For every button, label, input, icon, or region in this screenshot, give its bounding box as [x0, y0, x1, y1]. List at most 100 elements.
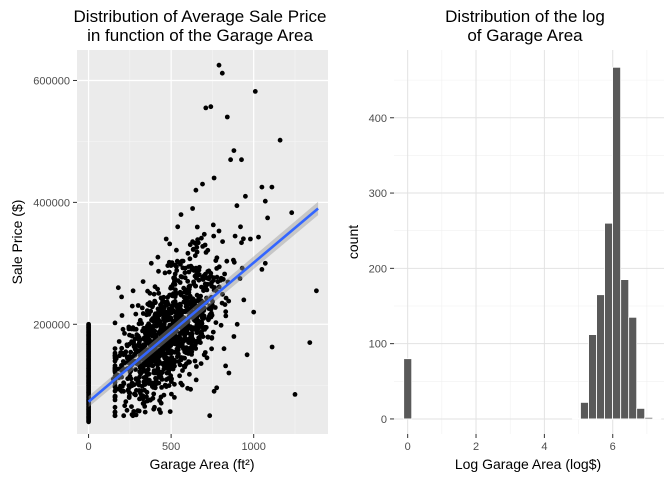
scatter-point: [178, 261, 183, 267]
histogram-bar: [652, 417, 662, 420]
scatter-point: [203, 284, 209, 290]
scatter-point: [162, 355, 168, 361]
scatter-point: [182, 330, 188, 336]
scatter-point: [142, 409, 148, 415]
scatter-point: [187, 256, 193, 262]
scatter-point: [162, 312, 168, 317]
scatter-point: [205, 316, 211, 321]
scatter-point: [128, 349, 134, 355]
scatter-point: [123, 399, 129, 405]
scatter-point: [127, 332, 132, 338]
histogram-bar: [403, 358, 413, 420]
scatter-point: [152, 358, 158, 364]
scatter-point: [121, 352, 126, 358]
scatter-point: [119, 294, 124, 300]
scatter-point: [128, 355, 134, 361]
scatter-point: [182, 363, 188, 369]
scatter-point: [144, 332, 150, 337]
scatter-point: [129, 404, 134, 409]
scatter-point: [307, 340, 313, 345]
histogram-x-axis-title: Log Garage Area (log$): [455, 456, 601, 472]
scatter-point: [232, 233, 238, 239]
scatter-point: [186, 351, 191, 356]
scatter-point: [214, 274, 220, 280]
scatter-y-tick-label: 400000: [33, 197, 70, 209]
scatter-point: [150, 339, 155, 345]
scatter-point: [158, 374, 164, 380]
scatter-point: [194, 364, 199, 369]
scatter-point: [187, 307, 192, 313]
scatter-point: [152, 404, 157, 410]
scatter-point: [161, 305, 167, 310]
histogram-y-tick-label: 200: [369, 263, 387, 275]
scatter-point: [175, 278, 181, 283]
scatter-point: [169, 391, 174, 397]
scatter-point: [201, 352, 207, 358]
scatter-point: [216, 228, 222, 234]
histogram-bar: [628, 316, 638, 420]
scatter-point: [137, 365, 143, 371]
histogram-y-tick-label: 0: [381, 414, 387, 426]
scatter-point: [112, 410, 118, 415]
scatter-ticks: 0 500 1000 200000 400000 600000: [33, 75, 266, 453]
scatter-point: [193, 377, 199, 383]
scatter-point: [133, 392, 138, 398]
scatter-point: [166, 348, 172, 354]
scatter-point: [142, 382, 148, 387]
scatter-point: [169, 341, 175, 347]
scatter-point: [160, 329, 166, 335]
scatter-point: [194, 224, 200, 230]
scatter-point: [156, 380, 162, 386]
scatter-point: [129, 412, 135, 417]
scatter-point: [126, 395, 132, 400]
scatter-point: [248, 236, 253, 242]
histogram-y-tick-label: 100: [369, 339, 387, 351]
scatter-point: [187, 284, 193, 290]
scatter-point: [239, 265, 245, 271]
scatter-point: [194, 249, 200, 255]
scatter-point: [163, 236, 169, 242]
histogram-title-line-1: Distribution of the log: [445, 7, 605, 26]
scatter-point: [241, 236, 246, 242]
histogram-bar: [636, 407, 646, 420]
scatter-point: [197, 319, 203, 325]
scatter-point: [198, 332, 204, 337]
scatter-point: [186, 269, 192, 275]
histogram-chart: Distribution of the log of Garage Area 0…: [345, 7, 664, 472]
scatter-point: [214, 385, 220, 391]
scatter-point: [136, 335, 142, 341]
scatter-point: [124, 407, 130, 413]
scatter-point: [166, 269, 172, 275]
scatter-point: [160, 361, 166, 366]
scatter-point: [207, 312, 213, 318]
scatter-point: [147, 355, 153, 361]
scatter-point: [289, 210, 295, 216]
scatter-point: [120, 326, 126, 332]
scatter-point: [119, 388, 124, 394]
scatter-point: [200, 181, 205, 187]
scatter-point: [262, 198, 268, 204]
scatter-point: [196, 277, 202, 283]
scatter-point: [191, 279, 197, 285]
scatter-point: [204, 295, 209, 301]
scatter-point: [163, 377, 169, 382]
scatter-point: [156, 268, 161, 274]
scatter-point: [182, 275, 188, 281]
scatter-point: [269, 344, 275, 350]
scatter-point: [167, 292, 173, 298]
scatter-point: [157, 348, 162, 354]
scatter-point: [135, 408, 141, 413]
scatter-point: [209, 335, 215, 340]
scatter-point: [168, 263, 174, 268]
histogram-bars: [403, 66, 662, 420]
scatter-point: [196, 325, 201, 330]
scatter-point: [138, 320, 144, 326]
scatter-x-tick-label: 0: [85, 441, 91, 453]
scatter-point: [186, 359, 192, 364]
scatter-point: [130, 288, 136, 294]
scatter-point: [127, 373, 133, 379]
scatter-point: [174, 247, 179, 253]
scatter-point: [152, 313, 158, 319]
scatter-point: [150, 333, 156, 339]
